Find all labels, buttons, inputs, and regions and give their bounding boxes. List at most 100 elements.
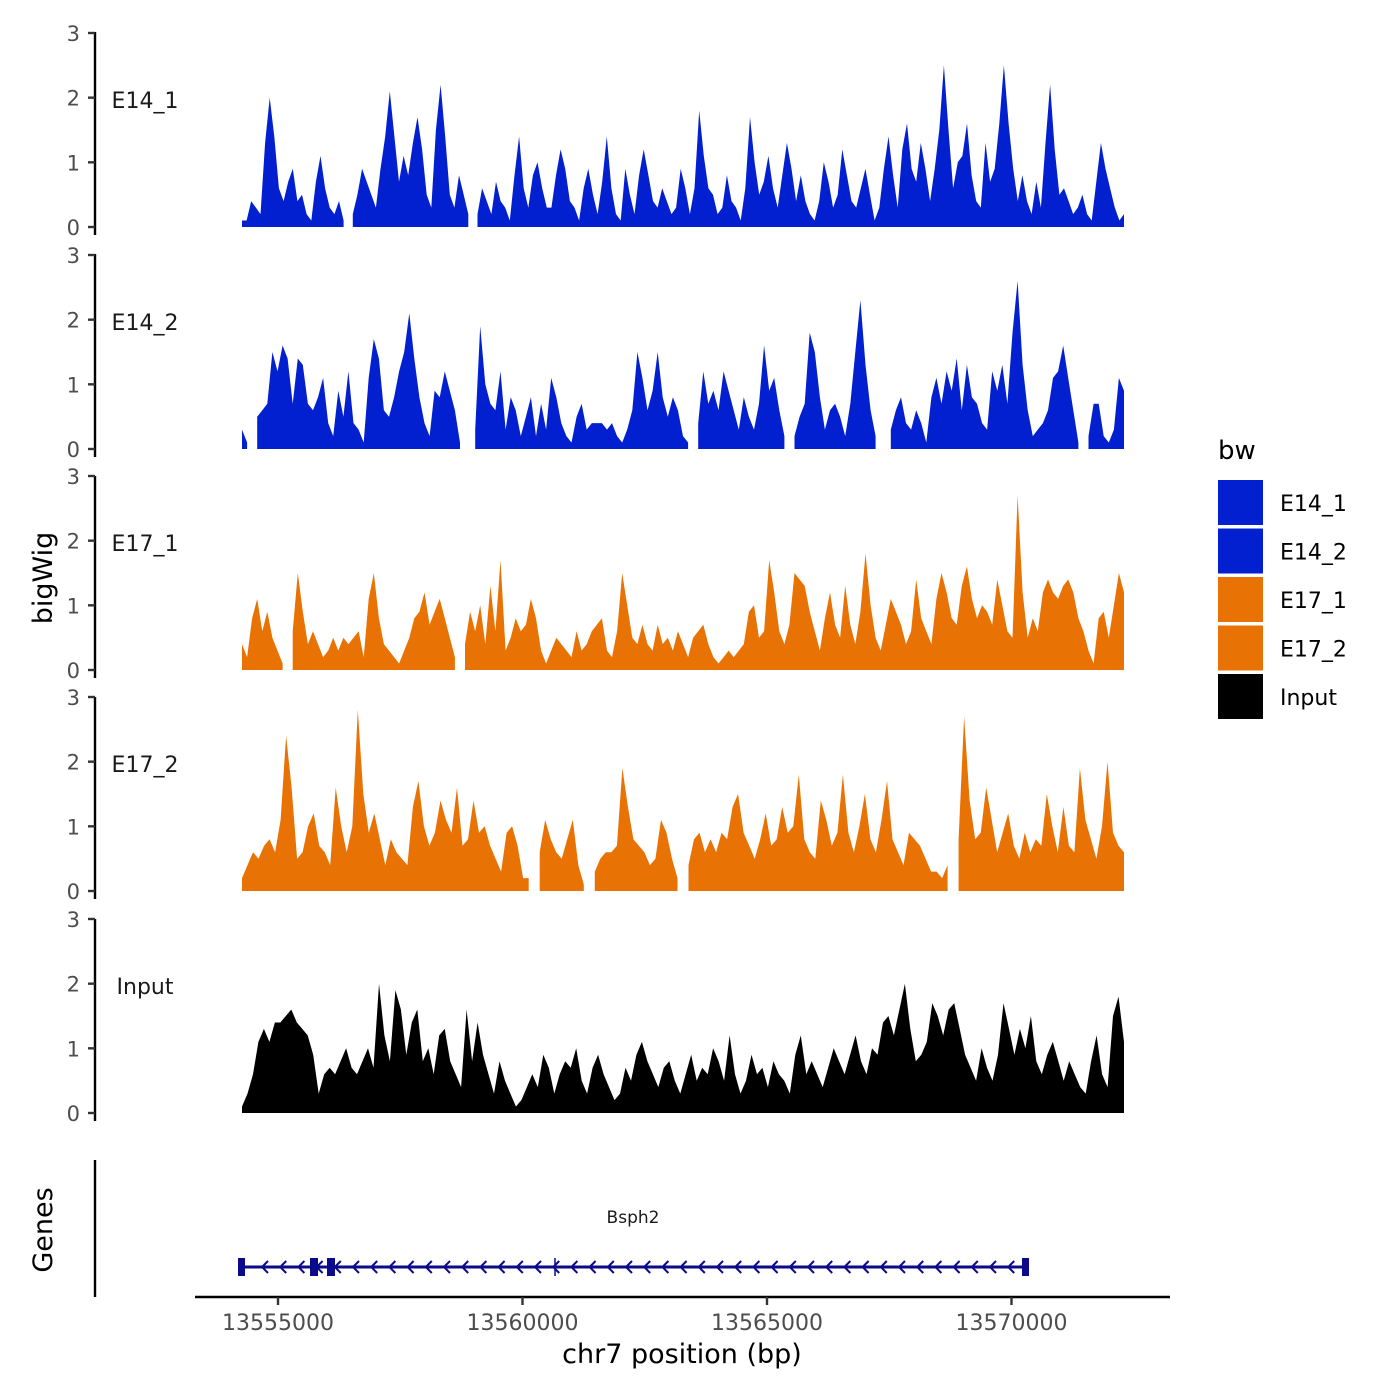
exon <box>310 1258 318 1276</box>
x-tick-label: 13570000 <box>956 1311 1068 1336</box>
coverage-area <box>688 774 948 891</box>
strand-arrow <box>515 1260 524 1274</box>
track-label: E14_2 <box>112 311 179 336</box>
legend-swatch <box>1218 674 1263 719</box>
y-tick-label: 1 <box>67 1037 80 1061</box>
track-label: Input <box>117 975 174 1000</box>
track-e17-2: 0 1 2 3 E17_2 <box>67 686 1124 904</box>
strand-arrow <box>788 1260 797 1274</box>
exon <box>238 1258 245 1276</box>
y-tick-label: 1 <box>67 815 80 839</box>
track-e14-2: 0 1 2 3 E14_2 <box>67 244 1124 462</box>
strand-arrow <box>624 1260 633 1274</box>
strand-arrow <box>1006 1260 1015 1274</box>
legend-label: E14_2 <box>1280 541 1347 566</box>
coverage-area <box>958 716 1124 891</box>
y-tick-label: 2 <box>67 309 80 333</box>
strand-arrow <box>897 1260 906 1274</box>
track-input: 0 1 2 3 Input <box>67 908 1124 1126</box>
strand-arrow <box>970 1260 979 1274</box>
legend-item-e14-1: E14_1 <box>1218 480 1347 525</box>
coverage-area <box>352 84 469 227</box>
track-e17-1: 0 1 2 3 E17_1 <box>67 465 1124 683</box>
strand-arrow <box>588 1260 597 1274</box>
strand-arrow <box>296 1260 306 1274</box>
strand-arrow <box>842 1260 852 1274</box>
coverage-area <box>242 709 529 891</box>
legend-swatch <box>1218 577 1263 622</box>
coverage-area <box>698 345 785 449</box>
coverage-area <box>539 819 584 891</box>
legend-swatch <box>1218 480 1263 525</box>
strand-arrow <box>478 1260 488 1274</box>
strand-arrow <box>406 1260 415 1274</box>
coverage-area <box>465 495 1124 670</box>
y-tick-label: 3 <box>67 244 80 268</box>
genes-track-label: Genes <box>28 1187 59 1272</box>
strand-arrow <box>260 1260 269 1274</box>
coverage-area <box>292 573 455 670</box>
legend-label: E17_1 <box>1280 589 1347 614</box>
x-tick-label: 13560000 <box>467 1311 579 1336</box>
exon <box>327 1258 335 1276</box>
track-label: E17_1 <box>112 532 179 557</box>
strand-arrow <box>715 1260 724 1274</box>
y-tick-label: 0 <box>67 659 80 683</box>
x-tick-label: 13565000 <box>711 1311 823 1336</box>
y-tick-label: 2 <box>67 973 80 997</box>
y-tick-label: 1 <box>67 151 80 175</box>
strand-arrow <box>424 1260 433 1274</box>
strand-arrow <box>497 1260 506 1274</box>
coverage-area <box>242 598 283 670</box>
y-tick-label: 2 <box>67 751 80 775</box>
coverage-tracks: 0 1 2 3 E14_1 0 1 2 3 E14_2 0 1 2 3 E17_1 0 1 2 3 E17_2 0 1 2 3… <box>67 22 1124 1126</box>
y-tick-label: 0 <box>67 438 80 462</box>
y-tick-label: 2 <box>67 87 80 111</box>
y-tick-label: 3 <box>67 22 80 46</box>
strand-arrow <box>551 1260 560 1274</box>
coverage-area <box>477 65 1124 227</box>
strand-arrow <box>824 1260 833 1274</box>
coverage-area <box>257 313 460 449</box>
strand-arrow <box>806 1260 815 1274</box>
y-tick-label: 1 <box>67 594 80 618</box>
strand-arrow <box>751 1260 761 1274</box>
exon <box>1022 1258 1029 1276</box>
coverage-area <box>242 429 248 449</box>
coverage-area <box>475 326 689 449</box>
strand-arrow <box>933 1260 943 1274</box>
y-tick-label: 1 <box>67 373 80 397</box>
legend-item-e14-2: E14_2 <box>1218 528 1347 574</box>
y-tick-label: 3 <box>67 686 80 710</box>
track-label: E14_1 <box>112 89 179 114</box>
legend-item-e17-1: E17_1 <box>1218 577 1347 622</box>
track-e14-1: 0 1 2 3 E14_1 <box>67 22 1124 240</box>
coverage-area <box>794 300 876 449</box>
strand-arrow <box>679 1260 688 1274</box>
strand-arrow <box>460 1260 469 1274</box>
coverage-area <box>1088 377 1124 449</box>
strand-arrow <box>770 1260 779 1274</box>
legend-label: E14_1 <box>1280 492 1347 517</box>
legend-swatch <box>1218 528 1263 574</box>
gene-name-label: Bsph2 <box>607 1208 660 1228</box>
genes-track: Bsph2 <box>93 1160 1029 1297</box>
strand-arrow <box>369 1260 378 1274</box>
strand-arrow <box>861 1260 870 1274</box>
strand-arrow <box>988 1260 997 1274</box>
coverage-area <box>242 97 344 227</box>
coverage-area <box>890 280 1079 449</box>
strand-arrow <box>879 1260 888 1274</box>
strand-arrow <box>351 1260 360 1274</box>
strand-arrow <box>606 1260 615 1274</box>
y-axis-title: bigWig <box>28 532 59 625</box>
x-axis: 13555000 13560000 13565000 13570000 <box>195 1295 1170 1336</box>
legend-item-e17-2: E17_2 <box>1218 625 1347 671</box>
gene-bsph2: Bsph2 <box>238 1208 1029 1276</box>
strand-arrow <box>952 1260 961 1274</box>
strand-arrow <box>442 1260 451 1274</box>
y-tick-label: 2 <box>67 530 80 554</box>
strand-arrow <box>387 1260 397 1274</box>
strand-arrow <box>733 1260 742 1274</box>
